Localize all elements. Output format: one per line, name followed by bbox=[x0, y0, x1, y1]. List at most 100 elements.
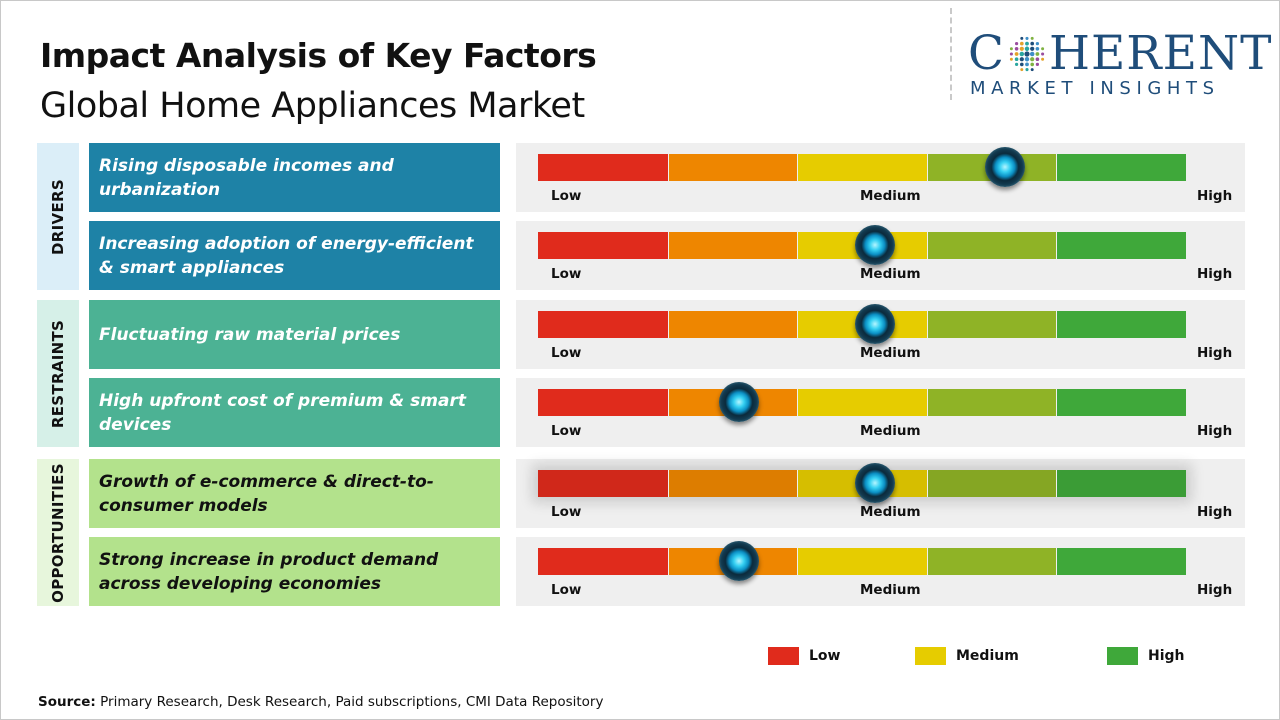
gauge-segment bbox=[1057, 470, 1186, 497]
legend-label-high: High bbox=[1148, 648, 1185, 664]
factor-label: Fluctuating raw material prices bbox=[99, 324, 401, 345]
factor-label: Increasing adoption of energy-efficient … bbox=[99, 233, 474, 278]
scale-label-high: High bbox=[1197, 423, 1233, 439]
logo-word-left: C bbox=[968, 26, 1005, 81]
logo-dots-icon bbox=[1009, 36, 1045, 72]
factor-label: Rising disposable incomes and urbanizati… bbox=[99, 155, 394, 200]
impact-marker bbox=[718, 541, 759, 581]
scale-label-low: Low bbox=[551, 582, 582, 598]
logo-dot bbox=[1025, 41, 1029, 46]
logo-dot bbox=[1029, 51, 1035, 57]
gauge-segment bbox=[927, 548, 1057, 575]
category-drivers: DRIVERS bbox=[37, 143, 79, 290]
logo-dot bbox=[1030, 57, 1035, 62]
category-opportunities: OPPORTUNITIES bbox=[37, 459, 79, 606]
chart-title: Impact Analysis of Key Factors bbox=[40, 36, 597, 75]
factor-box: Rising disposable incomes and urbanizati… bbox=[89, 143, 500, 212]
logo-dot bbox=[1019, 51, 1025, 57]
legend-swatch-low bbox=[768, 647, 799, 665]
logo-dot bbox=[1019, 41, 1024, 46]
scale-label-low: Low bbox=[551, 423, 582, 439]
logo-dot bbox=[1035, 57, 1040, 62]
gauge-segment bbox=[927, 389, 1057, 416]
scale-label-low: Low bbox=[551, 504, 582, 520]
scale-label-medium: Medium bbox=[860, 266, 921, 282]
logo-dot bbox=[1009, 57, 1013, 61]
logo-dot bbox=[1024, 46, 1030, 52]
source-text: Primary Research, Desk Research, Paid su… bbox=[100, 694, 604, 710]
logo-dot bbox=[1019, 46, 1024, 51]
scale-label-high: High bbox=[1197, 266, 1233, 282]
logo-dot bbox=[1025, 68, 1029, 72]
scale-label-high: High bbox=[1197, 504, 1233, 520]
gauge-segment bbox=[798, 548, 927, 575]
gauge-segment bbox=[1057, 311, 1186, 338]
scale-label-high: High bbox=[1197, 188, 1233, 204]
scale-label-medium: Medium bbox=[860, 504, 921, 520]
gauge-segment bbox=[538, 232, 668, 259]
factor-label: Strong increase in product demand across… bbox=[99, 549, 439, 594]
gauge-segment bbox=[798, 389, 927, 416]
logo-dot bbox=[1014, 57, 1019, 62]
factor-box: Increasing adoption of energy-efficient … bbox=[89, 221, 500, 290]
logo-tagline: MARKET INSIGHTS bbox=[970, 78, 1220, 99]
scale-label-medium: Medium bbox=[860, 582, 921, 598]
scale-label-high: High bbox=[1197, 582, 1233, 598]
logo-dot bbox=[1020, 68, 1024, 72]
gauge-segment bbox=[927, 311, 1057, 338]
impact-marker bbox=[854, 463, 895, 503]
chart-subtitle: Global Home Appliances Market bbox=[40, 86, 585, 126]
legend-label-medium: Medium bbox=[956, 648, 1019, 664]
gauge-segment bbox=[927, 470, 1057, 497]
factor-box: High upfront cost of premium & smart dev… bbox=[89, 378, 500, 447]
impact-marker bbox=[984, 147, 1025, 187]
logo-dot bbox=[1030, 62, 1034, 67]
scale-label-medium: Medium bbox=[860, 188, 921, 204]
gauge-segment bbox=[538, 154, 668, 181]
legend-label-low: Low bbox=[809, 648, 841, 664]
logo-dot bbox=[1025, 36, 1029, 40]
logo-dot bbox=[1041, 47, 1045, 51]
scale-label-medium: Medium bbox=[860, 345, 921, 361]
gauge-segment bbox=[927, 232, 1057, 259]
logo-dot bbox=[1035, 62, 1039, 67]
logo-dot bbox=[1035, 46, 1040, 51]
impact-marker bbox=[854, 304, 895, 344]
gauge-segment bbox=[538, 311, 668, 338]
logo-dot bbox=[1030, 36, 1034, 40]
logo-dot bbox=[1014, 46, 1019, 51]
gauge-segment bbox=[668, 232, 798, 259]
scale-label-medium: Medium bbox=[860, 423, 921, 439]
gauge-segment bbox=[1057, 232, 1186, 259]
factor-box: Growth of e-commerce & direct-to-consume… bbox=[89, 459, 500, 528]
logo-dot bbox=[1009, 47, 1013, 51]
gauge-segment bbox=[538, 470, 668, 497]
logo-dot bbox=[1035, 41, 1039, 46]
logo-dot bbox=[1041, 52, 1045, 56]
logo-dot bbox=[1024, 51, 1030, 57]
gauge-segment bbox=[798, 154, 927, 181]
impact-marker bbox=[854, 225, 895, 265]
logo-dot bbox=[1035, 52, 1040, 56]
gauge-segment bbox=[668, 154, 798, 181]
gauge-segment bbox=[1057, 389, 1186, 416]
factor-box: Strong increase in product demand across… bbox=[89, 537, 500, 606]
logo-dot bbox=[1030, 41, 1034, 46]
gauge-segment bbox=[538, 389, 668, 416]
factor-label: High upfront cost of premium & smart dev… bbox=[99, 390, 466, 435]
source-label: Source: bbox=[38, 694, 96, 710]
logo-wordmark: C HERENT bbox=[968, 30, 1272, 78]
logo-dot bbox=[1014, 41, 1019, 46]
scale-label-high: High bbox=[1197, 345, 1233, 361]
scale-label-low: Low bbox=[551, 188, 582, 204]
logo-dot bbox=[1020, 36, 1024, 40]
legend-swatch-high bbox=[1107, 647, 1138, 665]
logo-dot bbox=[1009, 52, 1013, 56]
category-restraints: RESTRAINTS bbox=[37, 300, 79, 447]
logo-dot bbox=[1019, 62, 1024, 67]
gauge-segment bbox=[538, 548, 668, 575]
factor-label: Growth of e-commerce & direct-to-consume… bbox=[99, 471, 434, 516]
gauge-segment bbox=[668, 311, 798, 338]
logo-dot bbox=[1024, 56, 1030, 62]
logo-dot bbox=[1030, 68, 1034, 72]
